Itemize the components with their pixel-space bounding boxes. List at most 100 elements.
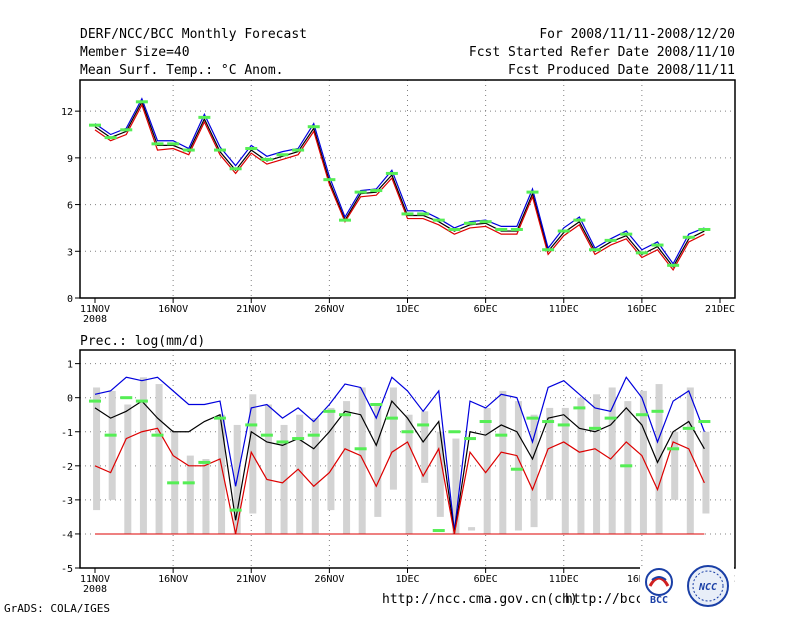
x-tick-label: 11NOV: [80, 574, 110, 585]
ncc-logo: NCC: [684, 564, 734, 610]
observed-marker: [276, 153, 289, 157]
spread-bar: [546, 407, 554, 500]
observed-marker: [370, 403, 383, 406]
observed-marker: [479, 220, 492, 224]
observed-marker: [651, 409, 664, 413]
y-tick-label: 1: [67, 360, 73, 371]
spread-bar: [452, 438, 460, 534]
x-tick-label: 6DEC: [474, 574, 498, 585]
bcc-logo-text: BCC: [650, 595, 668, 606]
observed-marker: [214, 416, 226, 420]
observed-marker: [276, 440, 289, 444]
observed-marker: [323, 178, 336, 182]
spread-bar: [561, 407, 569, 534]
spread-bar: [374, 404, 382, 517]
observed-marker: [260, 433, 273, 437]
spread-bar: [327, 407, 335, 511]
observed-marker: [135, 399, 148, 403]
y-tick-label: 3: [67, 247, 73, 258]
y-tick-label: 9: [67, 154, 73, 165]
observed-marker: [432, 529, 445, 533]
observed-marker: [245, 423, 258, 427]
y-tick-label: 0: [67, 294, 73, 305]
spread-bar: [280, 424, 288, 534]
ensemble-lower-line: [94, 103, 705, 272]
observed-marker: [417, 423, 430, 427]
x-tick-year-label: 2008: [83, 584, 107, 595]
y-tick-label: -3: [61, 496, 73, 507]
x-tick-label: 11NOV: [80, 304, 110, 315]
observed-marker: [464, 221, 476, 225]
observed-marker: [448, 227, 461, 231]
spread-bar: [624, 401, 632, 534]
observed-marker: [557, 229, 570, 233]
observed-marker: [307, 433, 320, 437]
ncc-logo-text: NCC: [698, 582, 717, 593]
forecast-started-date: Fcst Started Refer Date 2008/11/10: [469, 45, 735, 60]
observed-marker: [589, 426, 601, 430]
x-tick-label: 6DEC: [474, 304, 498, 315]
bcc-logo: BCC: [640, 566, 686, 606]
observed-marker: [698, 227, 711, 231]
observed-marker: [198, 115, 211, 119]
observed-marker: [354, 190, 367, 194]
observed-marker: [89, 123, 101, 127]
member-size: Member Size=40: [80, 45, 190, 60]
observed-marker: [354, 447, 367, 451]
observed-marker: [682, 426, 695, 430]
spread-bar: [530, 414, 538, 528]
ncc-url[interactable]: http://ncc.cma.gov.cn(ch): [382, 592, 578, 607]
forecast-period: For 2008/11/11-2008/12/20: [539, 27, 735, 42]
observed-marker: [135, 100, 148, 104]
spread-bar: [311, 418, 319, 534]
x-tick-label: 16NOV: [158, 304, 188, 315]
observed-marker: [229, 508, 242, 512]
spread-bar: [421, 411, 429, 483]
spread-bar: [186, 455, 194, 534]
spread-bar: [671, 431, 679, 500]
observed-marker: [542, 248, 555, 252]
ensemble-mean-line: [94, 399, 705, 535]
observed-marker: [182, 148, 195, 152]
observed-marker: [307, 125, 320, 129]
observed-marker: [432, 218, 445, 222]
observed-marker: [479, 420, 492, 424]
observed-marker: [682, 235, 695, 239]
spread-bar: [436, 431, 444, 517]
y-tick-label: 6: [67, 201, 73, 212]
observed-marker: [339, 413, 351, 417]
observed-marker: [604, 238, 617, 242]
observed-marker: [635, 413, 648, 417]
spread-bar: [343, 401, 351, 534]
observed-marker: [510, 227, 523, 231]
observed-marker: [245, 147, 258, 151]
spread-bar: [264, 404, 272, 534]
observed-marker: [510, 467, 523, 471]
ensemble-lower-line: [94, 427, 705, 535]
observed-marker: [89, 399, 101, 403]
spread-bar: [468, 527, 476, 531]
spread-bar: [608, 387, 616, 534]
y-tick-label: 12: [61, 107, 73, 118]
observed-marker: [589, 248, 601, 252]
observed-marker: [417, 212, 430, 216]
spread-bar: [108, 390, 116, 500]
observed-marker: [292, 148, 305, 152]
observed-marker: [464, 437, 476, 441]
observed-marker: [385, 171, 398, 175]
observed-marker: [104, 433, 117, 437]
observed-marker: [167, 481, 180, 485]
observed-marker: [557, 423, 570, 427]
forecast-produced-date: Fcst Produced Date 2008/11/11: [508, 63, 735, 78]
x-tick-label: 26NOV: [314, 574, 344, 585]
observed-marker: [526, 190, 539, 194]
bcc-url[interactable]: http://bcc.c: [565, 592, 659, 607]
observed-marker: [385, 416, 398, 420]
temperature-variable-label: Mean Surf. Temp.: °C Anom.: [80, 63, 284, 78]
observed-marker: [292, 437, 305, 441]
x-tick-label: 21NOV: [236, 574, 266, 585]
y-tick-label: -4: [61, 530, 73, 541]
observed-marker: [198, 460, 211, 464]
observed-marker: [120, 396, 133, 400]
